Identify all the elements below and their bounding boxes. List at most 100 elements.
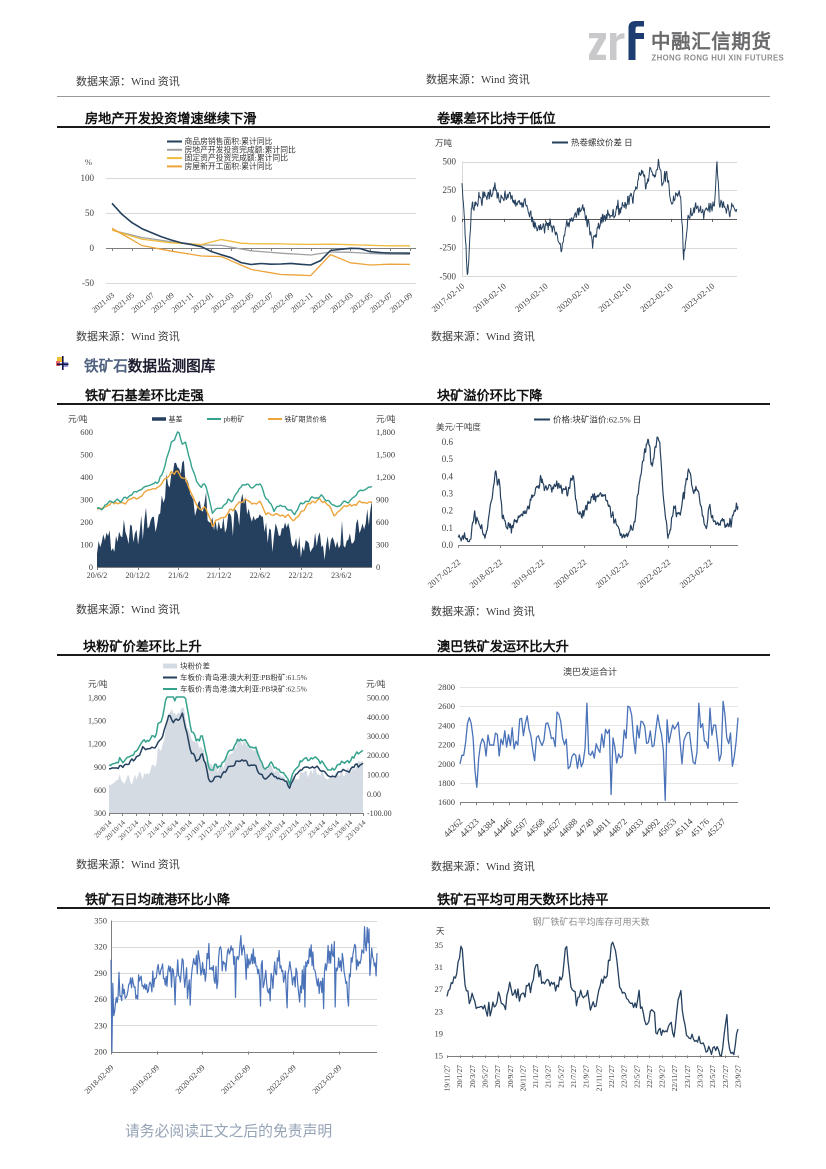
- svg-text:22/12/2: 22/12/2: [288, 571, 312, 580]
- svg-text:100.00: 100.00: [367, 771, 389, 780]
- svg-text:2023-09: 2023-09: [388, 291, 414, 315]
- svg-text:-50: -50: [82, 278, 94, 288]
- svg-text:元/吨: 元/吨: [88, 679, 108, 689]
- svg-text:20/6/2: 20/6/2: [87, 571, 107, 580]
- svg-text:20/1/27: 20/1/27: [455, 1065, 464, 1088]
- svg-text:-500: -500: [440, 271, 457, 281]
- svg-text:900: 900: [376, 495, 389, 505]
- svg-text:元/吨: 元/吨: [68, 414, 88, 424]
- svg-text:230: 230: [94, 1020, 107, 1030]
- svg-text:27: 27: [435, 984, 444, 994]
- svg-text:22/11/27: 22/11/27: [670, 1065, 679, 1092]
- svg-text:1800: 1800: [438, 778, 455, 788]
- svg-text:22/7/27: 22/7/27: [645, 1065, 654, 1088]
- svg-text:2018-02-22: 2018-02-22: [467, 557, 504, 590]
- svg-text:2017-02-22: 2017-02-22: [425, 557, 462, 590]
- svg-text:0.4: 0.4: [442, 471, 454, 481]
- svg-text:400: 400: [80, 472, 93, 482]
- svg-text:600: 600: [376, 517, 389, 527]
- svg-text:2019-02-10: 2019-02-10: [513, 281, 550, 314]
- svg-text:100: 100: [81, 173, 95, 183]
- svg-text:1,200: 1,200: [88, 740, 106, 749]
- svg-text:中融汇信期货: 中融汇信期货: [651, 30, 772, 53]
- svg-text:22/3/27: 22/3/27: [620, 1065, 629, 1088]
- svg-text:23/3/27: 23/3/27: [696, 1065, 705, 1088]
- svg-text:pb粉矿: pb粉矿: [224, 415, 245, 424]
- svg-text:0.6: 0.6: [442, 437, 454, 447]
- svg-text:2022-02-09: 2022-02-09: [265, 1063, 298, 1096]
- svg-text:2022-02-10: 2022-02-10: [638, 281, 675, 314]
- svg-text:1,800: 1,800: [376, 427, 395, 437]
- svg-text:350: 350: [94, 916, 107, 926]
- svg-text:基差: 基差: [169, 415, 183, 424]
- svg-text:美元/干吨度: 美元/干吨度: [436, 422, 481, 432]
- svg-text:20/7/27: 20/7/27: [493, 1065, 502, 1088]
- svg-text:500: 500: [80, 450, 93, 460]
- svg-text:2600: 2600: [438, 701, 455, 711]
- svg-text:钢厂铁矿石平均库存可用天数: 钢厂铁矿石平均库存可用天数: [532, 916, 649, 927]
- svg-text:22/1/27: 22/1/27: [607, 1065, 616, 1088]
- svg-text:300.00: 300.00: [367, 732, 389, 741]
- svg-text:价格:块矿溢价:62.5% 日: 价格:块矿溢价:62.5% 日: [553, 415, 641, 425]
- svg-text:房屋新开工面积:累计同比: 房屋新开工面积:累计同比: [185, 161, 273, 171]
- svg-text:-250: -250: [440, 243, 457, 253]
- svg-text:2023-02-22: 2023-02-22: [677, 557, 714, 590]
- svg-text:0.3: 0.3: [442, 489, 454, 499]
- svg-text:23/7/27: 23/7/27: [721, 1065, 730, 1088]
- svg-text:21/5/27: 21/5/27: [556, 1065, 565, 1088]
- svg-text:2023-02-09: 2023-02-09: [311, 1063, 344, 1096]
- svg-text:2019-02-09: 2019-02-09: [128, 1063, 161, 1096]
- svg-text:2022-02-22: 2022-02-22: [635, 557, 672, 590]
- svg-text:2400: 2400: [438, 720, 455, 730]
- svg-text:250: 250: [443, 185, 457, 195]
- svg-text:0: 0: [89, 562, 93, 572]
- svg-text:房地产开发投资完成额:累计同比: 房地产开发投资完成额:累计同比: [185, 144, 297, 154]
- svg-text:600: 600: [80, 427, 93, 437]
- svg-text:600: 600: [94, 786, 106, 795]
- svg-text:20/3/27: 20/3/27: [468, 1065, 477, 1088]
- svg-text:300: 300: [94, 809, 106, 818]
- svg-text:35: 35: [435, 940, 444, 950]
- svg-text:320: 320: [94, 942, 107, 952]
- svg-text:50: 50: [85, 208, 95, 218]
- svg-text:1,800: 1,800: [88, 694, 106, 703]
- svg-text:100: 100: [80, 540, 93, 550]
- svg-text:澳巴发运合计: 澳巴发运合计: [563, 666, 617, 677]
- svg-text:900: 900: [94, 763, 106, 772]
- svg-text:2000: 2000: [438, 759, 455, 769]
- svg-text:21/12/2: 21/12/2: [207, 571, 231, 580]
- svg-text:0.0: 0.0: [442, 540, 454, 550]
- svg-text:290: 290: [94, 968, 107, 978]
- svg-text:22/6/2: 22/6/2: [250, 571, 270, 580]
- svg-text:车板价:青岛港:澳大利亚:PB块矿:62.5%: 车板价:青岛港:澳大利亚:PB块矿:62.5%: [180, 684, 307, 694]
- svg-text:200: 200: [80, 517, 93, 527]
- svg-text:21/3/27: 21/3/27: [544, 1065, 553, 1088]
- svg-text:19: 19: [435, 1028, 444, 1038]
- svg-text:ZHONG RONG HUI XIN FUTURES: ZHONG RONG HUI XIN FUTURES: [652, 54, 785, 63]
- svg-text:0: 0: [452, 214, 457, 224]
- svg-text:2019-02-22: 2019-02-22: [509, 557, 546, 590]
- svg-text:21/1/27: 21/1/27: [531, 1065, 540, 1088]
- svg-text:2020-02-10: 2020-02-10: [555, 281, 592, 314]
- svg-text:1,200: 1,200: [376, 472, 395, 482]
- svg-text:2017-02-10: 2017-02-10: [429, 281, 466, 314]
- svg-text:19/11/27: 19/11/27: [443, 1065, 452, 1092]
- svg-text:2020-02-09: 2020-02-09: [174, 1063, 207, 1096]
- svg-text:20/12/2: 20/12/2: [125, 571, 149, 580]
- svg-text:20/5/27: 20/5/27: [481, 1065, 490, 1088]
- svg-text:23: 23: [435, 1006, 444, 1016]
- svg-text:万吨: 万吨: [435, 138, 453, 148]
- svg-text:23/5/27: 23/5/27: [708, 1065, 717, 1088]
- svg-text:元/吨: 元/吨: [366, 679, 386, 689]
- svg-text:23/9/27: 23/9/27: [734, 1065, 743, 1088]
- svg-text:260: 260: [94, 994, 107, 1004]
- svg-text:车板价:青岛港:澳大利亚:PB粉矿:61.5%: 车板价:青岛港:澳大利亚:PB粉矿:61.5%: [180, 672, 307, 682]
- svg-text:200: 200: [94, 1047, 107, 1057]
- svg-text:商品房销售面积:累计同比: 商品房销售面积:累计同比: [185, 136, 273, 146]
- svg-text:20/9/27: 20/9/27: [506, 1065, 515, 1088]
- svg-text:2018-02-10: 2018-02-10: [471, 281, 508, 314]
- svg-text:22/9/27: 22/9/27: [658, 1065, 667, 1088]
- svg-text:20/11/27: 20/11/27: [518, 1065, 527, 1092]
- svg-text:2023-02-10: 2023-02-10: [680, 281, 717, 314]
- svg-text:15: 15: [435, 1051, 444, 1061]
